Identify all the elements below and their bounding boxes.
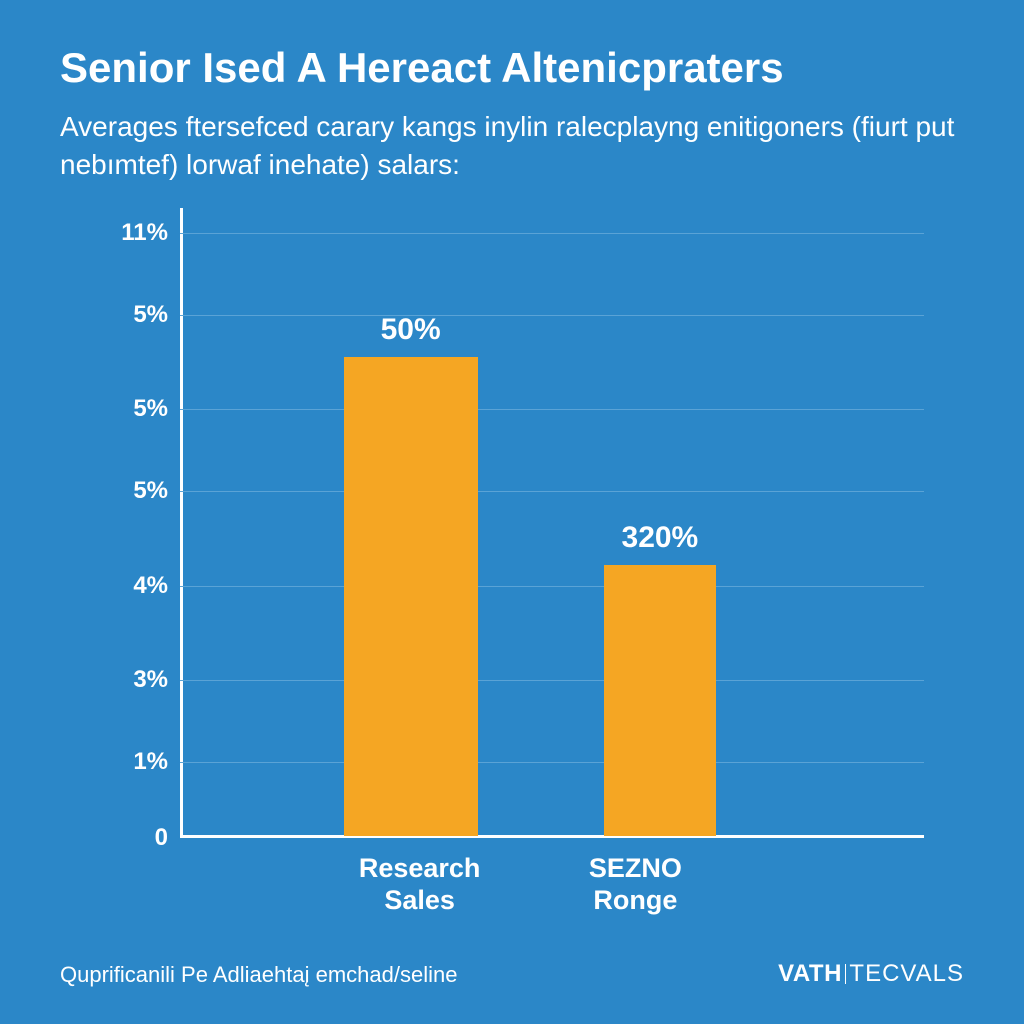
brand-second: TECVALS [849, 960, 964, 988]
brand-separator [845, 964, 847, 984]
bar: 50% [344, 357, 478, 836]
brand-logo: VATH TECVALS [778, 960, 964, 988]
y-tick-label: 1% [133, 748, 168, 776]
bar: 320% [604, 565, 716, 836]
chart-container: Senior Ised A Hereact Altenicpraters Ave… [0, 0, 1024, 1024]
gridline [180, 409, 924, 410]
x-axis-label: Research Sales [359, 852, 481, 917]
gridline [180, 762, 924, 763]
bar-value-label: 320% [622, 521, 699, 555]
gridline [180, 315, 924, 316]
y-tick-label: 5% [133, 395, 168, 423]
y-tick-label: 4% [133, 572, 168, 600]
chart-title: Senior Ised A Hereact Altenicpraters [60, 44, 964, 92]
brand-first: VATH [778, 960, 842, 988]
y-tick-label: 3% [133, 666, 168, 694]
bar-value-label: 50% [381, 313, 441, 347]
y-tick-label: 11% [121, 219, 168, 247]
gridline [180, 233, 924, 234]
footnote: Quprificanili Pe Adliaehtaį emchad/selin… [60, 962, 457, 988]
x-axis-label: SEZNO Ronge [589, 852, 682, 917]
gridline [180, 680, 924, 681]
x-axis-line [180, 835, 924, 838]
plot-area: 50% 320% [180, 208, 924, 838]
y-tick-label: 5% [133, 301, 168, 329]
x-axis-labels: Research Sales SEZNO Ronge [220, 852, 864, 922]
y-axis: 11%5%5%5%4%3%1%0 [100, 208, 180, 838]
chart-area: 11%5%5%5%4%3%1%0 50%320% Research SalesS… [100, 208, 1004, 838]
gridline [180, 491, 924, 492]
chart-subtitle: Averages ftersefced carary kangs inylin … [60, 108, 964, 184]
y-tick-label: 5% [133, 477, 168, 505]
gridline [180, 586, 924, 587]
y-tick-label: 0 [155, 824, 168, 852]
y-axis-line [180, 208, 183, 838]
footer: Quprificanili Pe Adliaehtaį emchad/selin… [60, 960, 964, 988]
